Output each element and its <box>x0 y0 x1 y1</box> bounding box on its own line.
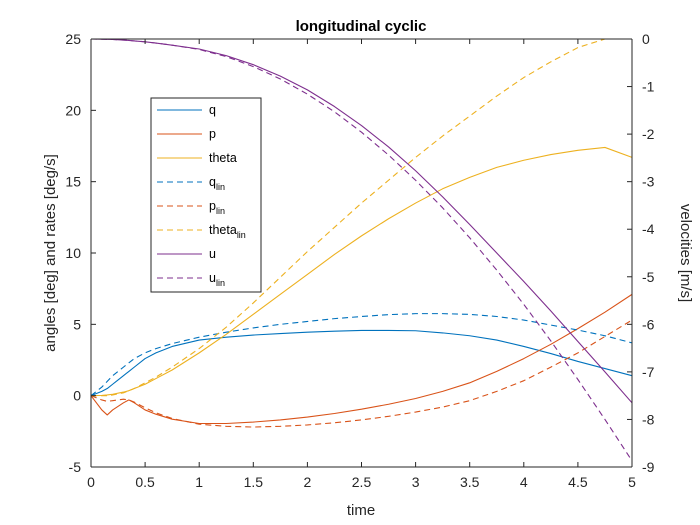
y-left-tick-label: 0 <box>73 388 81 404</box>
series-line-q-lin <box>90 313 633 397</box>
y-left-axis-label: angles [deg] and rates [deg/s] <box>42 154 59 352</box>
legend-label-p: p <box>209 127 216 141</box>
x-tick-label: 4 <box>520 474 528 490</box>
y-left-tick-label: 10 <box>65 245 81 261</box>
y-right-tick-label: -2 <box>642 126 655 142</box>
legend-label-base: q <box>209 103 216 117</box>
legend-label-base: u <box>209 247 216 261</box>
x-tick-label: 3.5 <box>460 474 480 490</box>
x-tick-label: 2.5 <box>352 474 372 490</box>
x-tick-label: 0 <box>87 474 95 490</box>
series-line-theta-lin <box>91 38 632 397</box>
y-left-tick-label: 5 <box>73 316 81 332</box>
legend-label-subscript: lin <box>216 278 225 288</box>
x-tick-label: 3 <box>412 474 420 490</box>
legend-label-u-lin: ulin <box>209 271 225 288</box>
series-layer <box>90 38 633 462</box>
series-line-p-lin <box>90 319 633 428</box>
legend-label-q-lin: qlin <box>209 175 225 192</box>
x-tick-label: 0.5 <box>135 474 155 490</box>
legend-label-theta: theta <box>209 151 237 165</box>
legend-label-q: q <box>209 103 216 117</box>
x-axis-label: time <box>347 502 375 519</box>
x-tick-label: 2 <box>304 474 312 490</box>
series-line-q <box>90 329 633 397</box>
legend-label-p-lin: plin <box>209 199 225 216</box>
x-tick-label: 4.5 <box>568 474 588 490</box>
y-left-tick-label: 25 <box>65 31 81 47</box>
legend-label-u: u <box>209 247 216 261</box>
legend-label-base: theta <box>209 151 237 165</box>
x-tick-label: 5 <box>628 474 636 490</box>
x-tick-label: 1.5 <box>244 474 264 490</box>
ticks-layer: 0 0.5 1 1.5 2 2.5 3 3.5 4 4.5 5 -5 0 5 10 15 20 25 -9 -8 -7 -… <box>65 31 654 490</box>
legend-label-subscript: lin <box>216 206 225 216</box>
y-right-tick-label: -8 <box>642 411 655 427</box>
y-right-tick-label: -4 <box>642 221 655 237</box>
x-tick-label: 1 <box>195 474 203 490</box>
y-left-tick-label: 20 <box>65 102 81 118</box>
legend-label-base: p <box>209 199 216 213</box>
legend-label-subscript: lin <box>216 182 225 192</box>
legend-label-base: p <box>209 127 216 141</box>
y-right-tick-label: -7 <box>642 364 655 380</box>
y-right-tick-label: -9 <box>642 459 655 475</box>
legend-label-base: u <box>209 271 216 285</box>
y-right-tick-label: -1 <box>642 79 655 95</box>
series-line-u-lin <box>90 38 633 462</box>
y-left-tick-label: -5 <box>69 459 82 475</box>
y-right-tick-label: -5 <box>642 269 655 285</box>
y-right-tick-label: 0 <box>642 31 650 47</box>
y-right-axis-label: velocities [m/s] <box>677 204 694 302</box>
y-right-tick-label: -3 <box>642 174 655 190</box>
series-line-p <box>90 293 633 425</box>
legend-box <box>150 97 262 293</box>
chart-title: longitudinal cyclic <box>296 18 427 35</box>
y-right-tick-label: -6 <box>642 316 655 332</box>
y-left-tick-label: 15 <box>65 174 81 190</box>
legend-label-theta-lin: thetalin <box>209 223 246 240</box>
legend-label-subscript: lin <box>237 230 246 240</box>
legend-label-base: q <box>209 175 216 189</box>
legend-label-base: theta <box>209 223 237 237</box>
